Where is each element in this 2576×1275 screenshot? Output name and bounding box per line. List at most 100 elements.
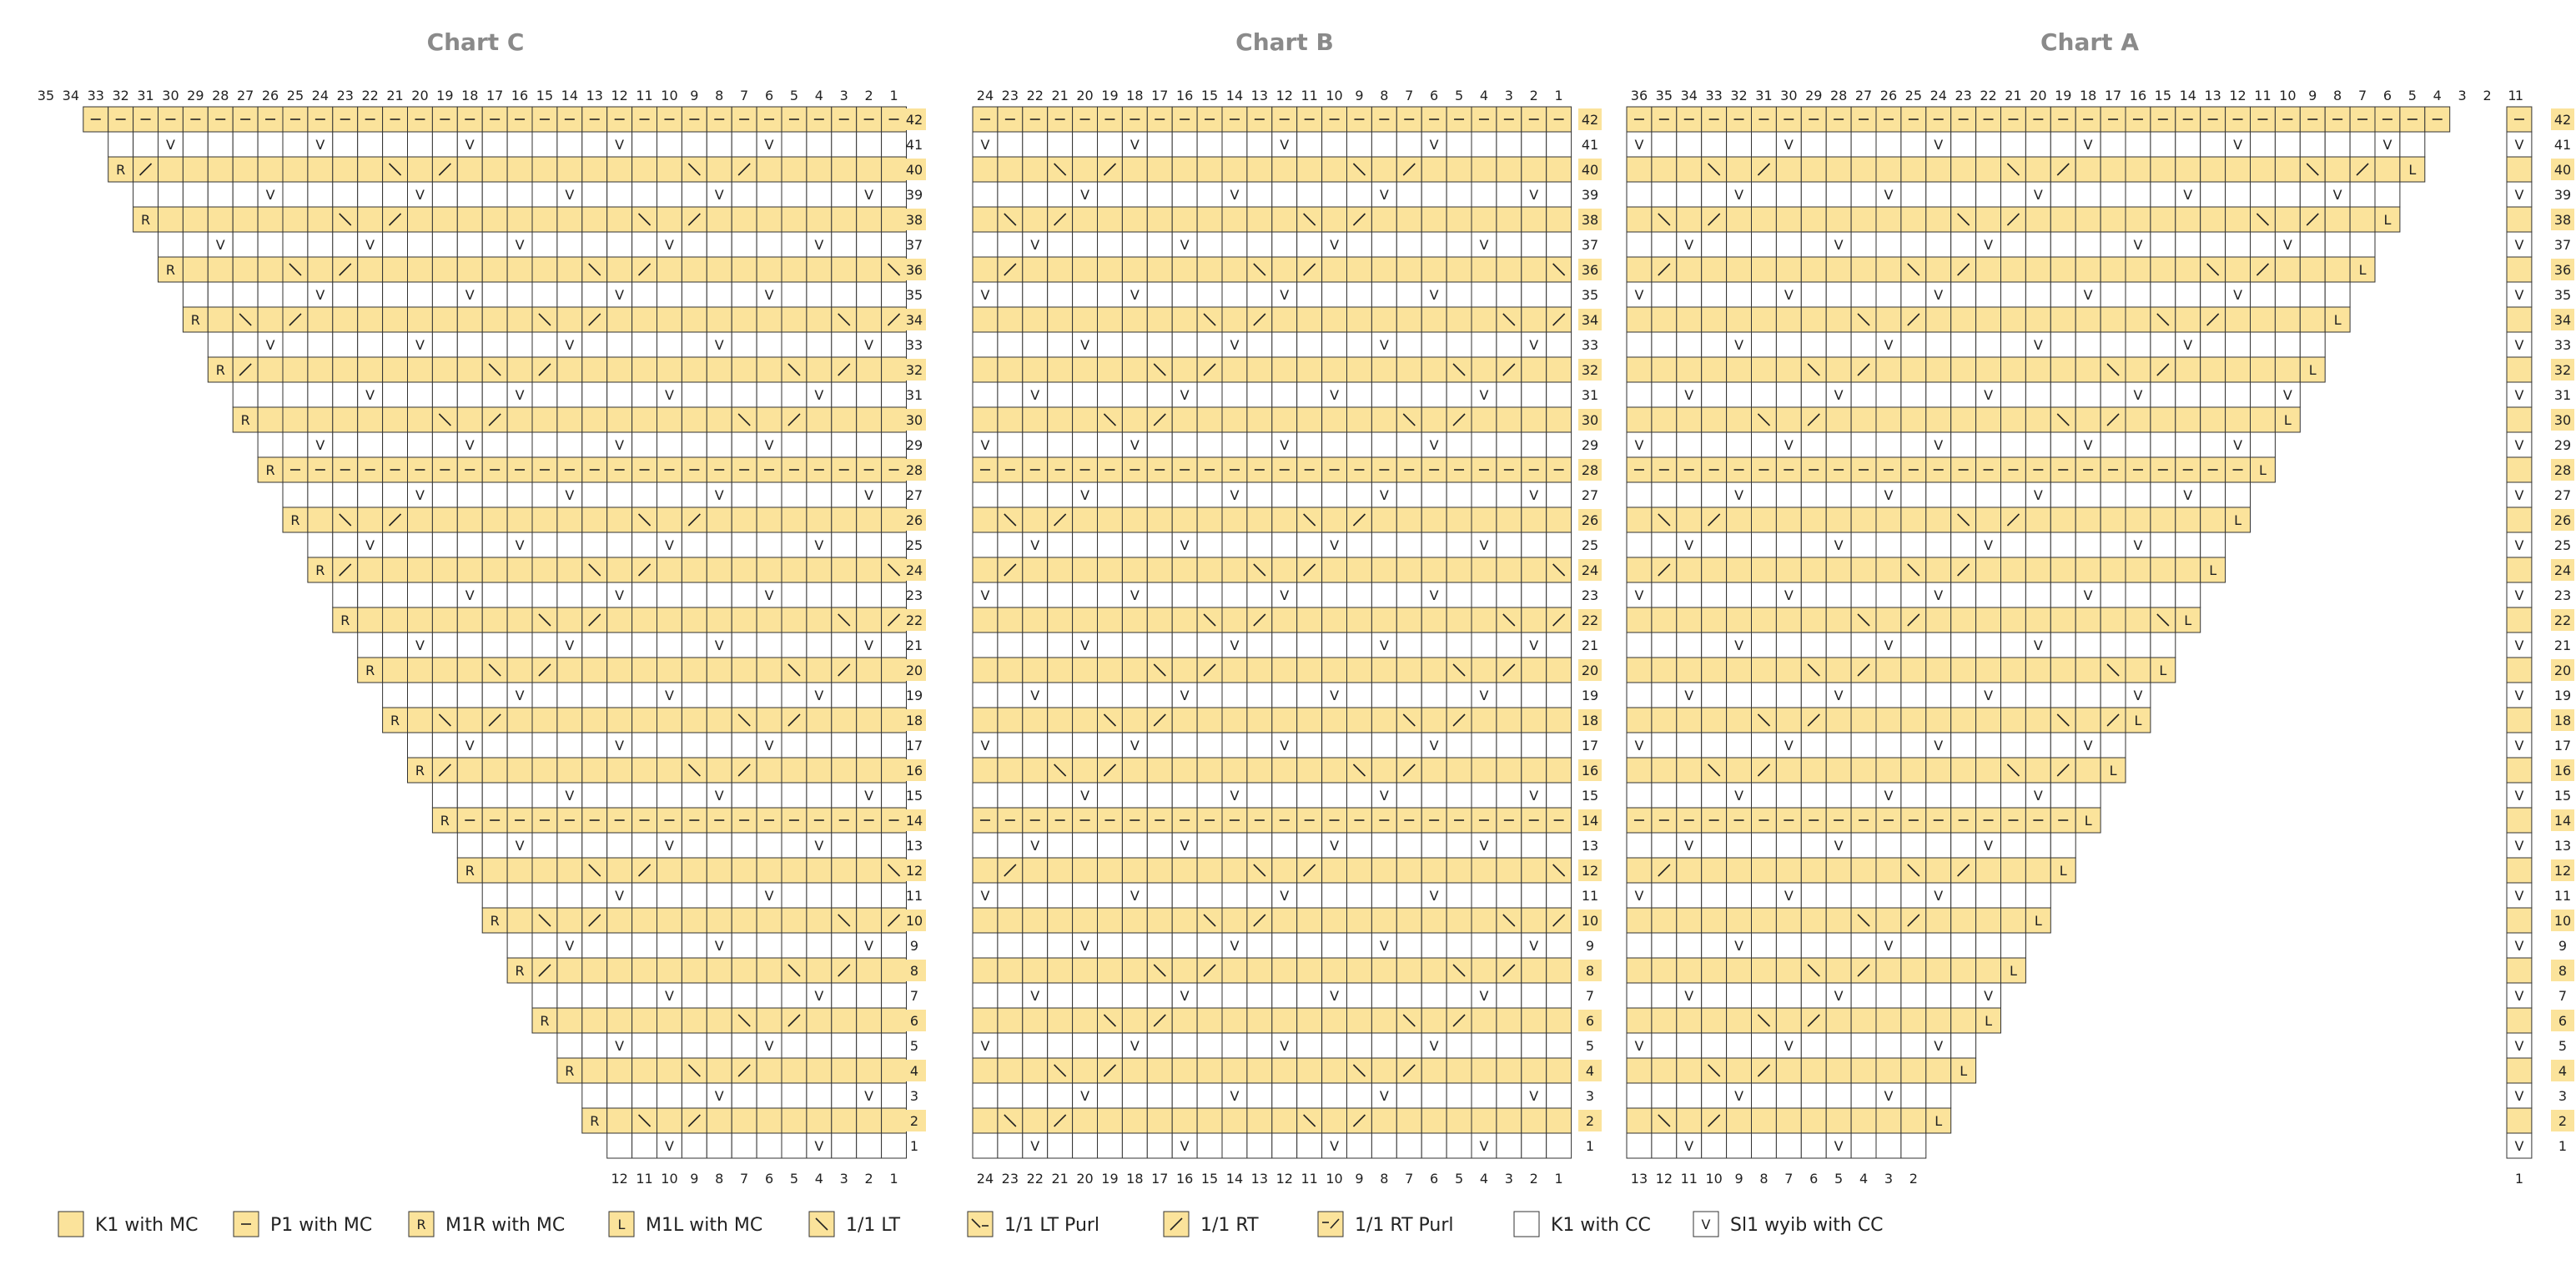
stitch-cell xyxy=(757,382,782,407)
stitch-cell xyxy=(2025,833,2050,858)
stitch-symbol: V xyxy=(1030,838,1039,854)
stitch-cell xyxy=(582,683,607,708)
stitch-cell xyxy=(807,582,832,607)
stitch-cell xyxy=(2101,382,2126,407)
stitch-cell xyxy=(1347,282,1372,307)
top-col-number: 1 xyxy=(1555,88,1563,103)
stitch-cell xyxy=(1826,432,1851,457)
row-number: 21 xyxy=(2554,638,2571,653)
stitch-cell xyxy=(1472,207,1497,232)
stitch-cell xyxy=(2201,407,2226,432)
stitch-cell xyxy=(1801,783,1826,808)
stitch-cell xyxy=(1547,132,1572,157)
stitch-cell xyxy=(1472,607,1497,632)
stitch-cell xyxy=(973,983,998,1008)
stitch-cell xyxy=(1976,182,2001,207)
stitch-cell xyxy=(557,207,582,232)
stitch-cell xyxy=(1322,257,1347,282)
stitch-cell xyxy=(2300,182,2325,207)
stitch-cell xyxy=(1547,532,1572,557)
stitch-cell xyxy=(807,1033,832,1058)
row-number: 19 xyxy=(1582,688,1598,703)
stitch-cell xyxy=(973,1008,998,1033)
stitch-cell xyxy=(2075,708,2101,733)
stitch-cell xyxy=(1876,1058,1901,1083)
stitch-cell xyxy=(757,307,782,332)
stitch-symbol: V xyxy=(1080,638,1089,653)
stitch-cell xyxy=(1677,758,1702,783)
stitch-cell xyxy=(2275,357,2300,382)
stitch-cell xyxy=(657,582,682,607)
stitch-symbol: V xyxy=(1330,688,1339,703)
stitch-cell xyxy=(1497,1058,1522,1083)
stitch-cell xyxy=(1677,1058,1702,1083)
stitch-cell xyxy=(1522,257,1547,282)
stitch-symbol: V xyxy=(465,287,475,303)
stitch-cell xyxy=(707,1133,732,1158)
bottom-col-number: 12 xyxy=(1276,1171,1293,1187)
stitch-cell xyxy=(482,532,507,557)
stitch-symbol: V xyxy=(2514,1088,2523,1104)
stitch-symbol: V xyxy=(1684,237,1693,253)
stitch-cell xyxy=(457,207,482,232)
stitch-cell xyxy=(2176,357,2201,382)
stitch-cell xyxy=(507,632,532,658)
stitch-cell xyxy=(2001,708,2026,733)
stitch-cell xyxy=(1677,933,1702,958)
stitch-cell xyxy=(1122,307,1147,332)
stitch-cell xyxy=(2126,332,2151,357)
stitch-cell xyxy=(1702,958,1727,983)
stitch-symbol: V xyxy=(1884,487,1893,503)
stitch-cell xyxy=(457,783,482,808)
bottom-col-number: 4 xyxy=(1859,1171,1868,1187)
stitch-cell xyxy=(2507,357,2532,382)
bottom-col-numbers: 12 11 10 9 8 7 6 5 4 3 2 1 xyxy=(611,1171,898,1187)
stitch-cell xyxy=(1347,908,1372,933)
stitch-cell xyxy=(1547,883,1572,908)
stitch-cell xyxy=(807,783,832,808)
stitch-cell xyxy=(2300,307,2325,332)
stitch-cell xyxy=(1522,232,1547,257)
stitch-cell xyxy=(1421,1083,1446,1108)
stitch-symbol: R xyxy=(491,913,500,929)
bottom-col-number: 8 xyxy=(1759,1171,1768,1187)
stitch-cell xyxy=(2001,532,2026,557)
stitch-cell xyxy=(1976,883,2001,908)
stitch-cell xyxy=(1048,132,1073,157)
stitch-cell xyxy=(607,983,632,1008)
stitch-cell xyxy=(857,132,882,157)
stitch-symbol: V xyxy=(1230,638,1239,653)
stitch-cell xyxy=(732,282,757,307)
stitch-cell xyxy=(998,1033,1023,1058)
stitch-cell xyxy=(1322,783,1347,808)
stitch-cell xyxy=(1951,833,1976,858)
stitch-cell xyxy=(1122,683,1147,708)
stitch-symbol: V xyxy=(1230,187,1239,203)
stitch-cell xyxy=(557,557,582,582)
stitch-cell xyxy=(1297,958,1322,983)
stitch-cell xyxy=(782,758,807,783)
stitch-cell xyxy=(707,157,732,182)
stitch-cell xyxy=(607,1108,632,1133)
top-col-number: 18 xyxy=(1126,88,1143,103)
stitch-cell xyxy=(707,1108,732,1133)
stitch-cell xyxy=(1677,582,1702,607)
stitch-cell xyxy=(457,557,482,582)
stitch-symbol: V xyxy=(1330,387,1339,403)
stitch-cell xyxy=(2226,332,2251,357)
stitch-cell xyxy=(1446,783,1472,808)
stitch-symbol: V xyxy=(1834,237,1844,253)
row-number: 13 xyxy=(906,838,923,854)
stitch-cell xyxy=(1048,182,1073,207)
stitch-cell xyxy=(1446,683,1472,708)
stitch-cell xyxy=(1522,683,1547,708)
stitch-cell xyxy=(1976,482,2001,507)
top-col-number: 32 xyxy=(1730,88,1747,103)
stitch-cell xyxy=(1197,683,1222,708)
stitch-cell xyxy=(258,157,283,182)
stitch-cell xyxy=(482,207,507,232)
stitch-cell xyxy=(2001,908,2026,933)
stitch-cell xyxy=(1702,332,1727,357)
stitch-cell xyxy=(2050,557,2075,582)
stitch-cell xyxy=(432,207,457,232)
